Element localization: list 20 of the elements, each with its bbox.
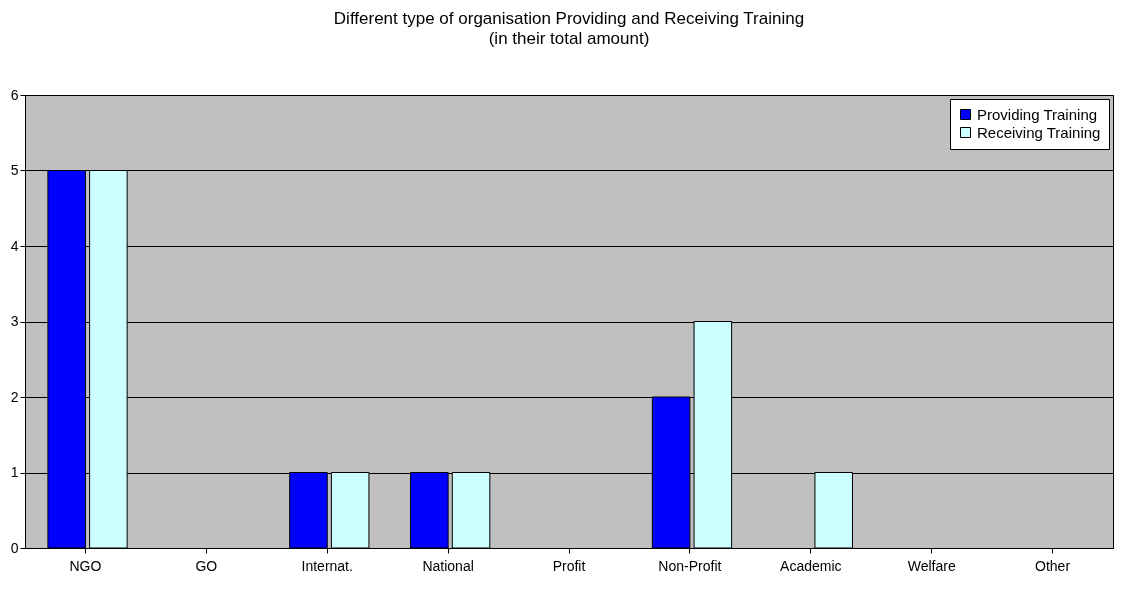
- y-tick-label: 5: [10, 162, 19, 178]
- x-tick-label: National: [422, 557, 474, 574]
- y-tick-label: 6: [10, 86, 19, 103]
- chart-title: Different type of organisation Providing and Receiving Training: [333, 9, 805, 28]
- y-tick-label: 1: [10, 464, 19, 480]
- x-tick-label: Non-Profit: [658, 557, 722, 574]
- y-tick-label: 4: [10, 237, 19, 254]
- legend-label: Receiving Training: [977, 123, 1101, 141]
- chart-subtitle: (in their total amount): [488, 29, 650, 48]
- x-tick-label: Welfare: [907, 557, 956, 574]
- x-tick-label: Profit: [552, 557, 586, 574]
- x-tick-label: NGO: [69, 557, 102, 574]
- x-tick-label: Other: [1035, 557, 1071, 574]
- x-tick-label: Academic: [780, 557, 842, 574]
- y-tick-label: 0: [10, 539, 19, 556]
- y-tick-label: 3: [10, 313, 19, 329]
- legend-label: Providing Training: [977, 105, 1098, 123]
- x-tick-label: Internat.: [301, 557, 353, 574]
- x-tick-label: GO: [195, 557, 218, 574]
- y-tick-label: 2: [10, 388, 19, 405]
